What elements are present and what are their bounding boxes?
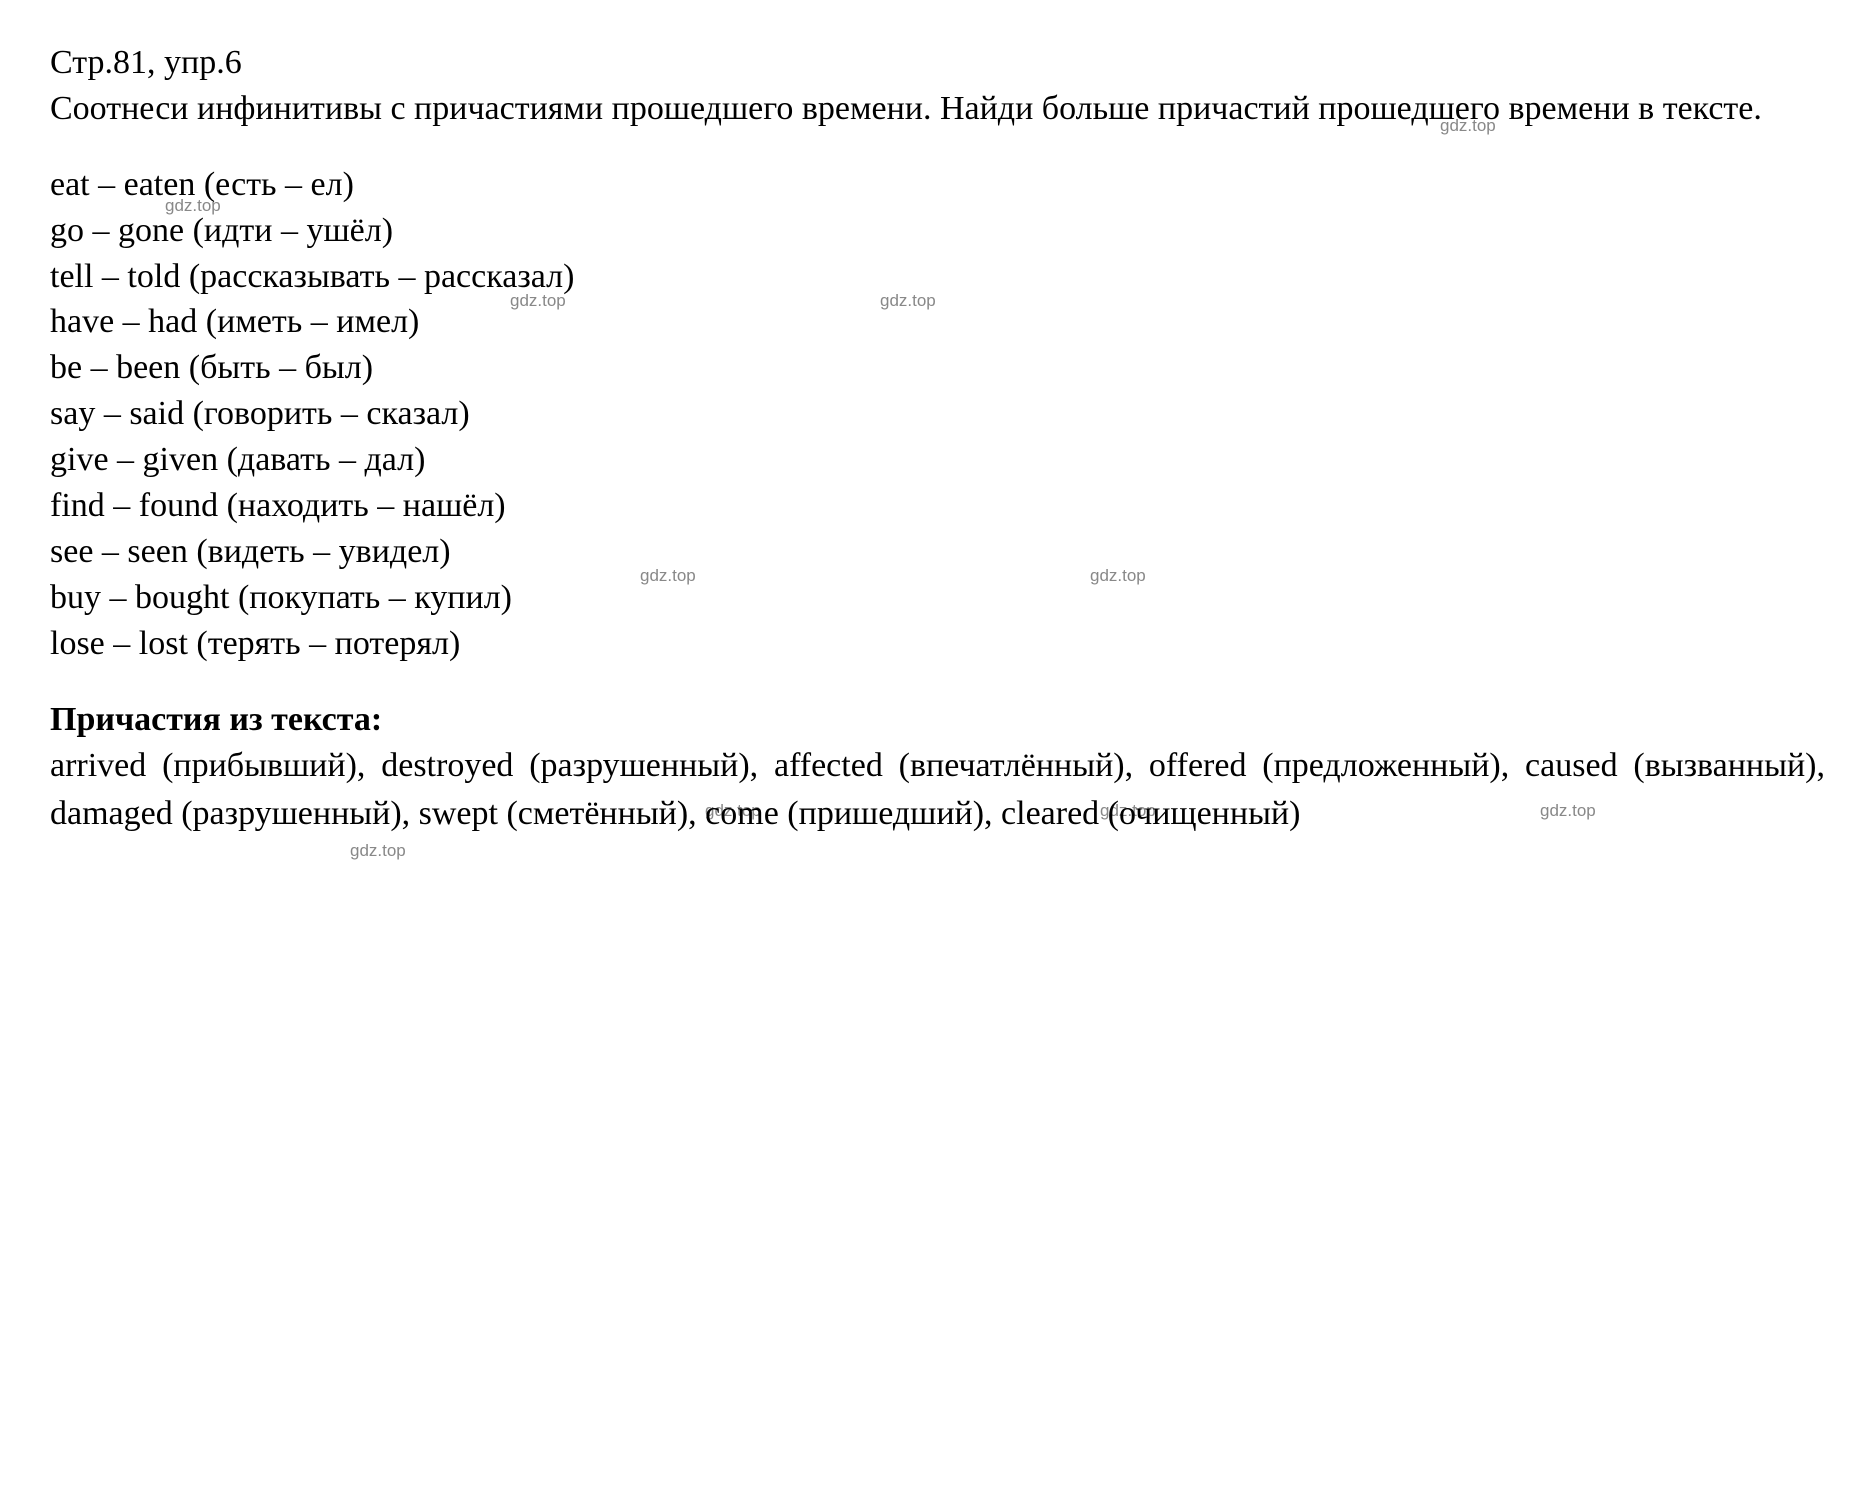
participles-text: arrived (прибывший), destroyed (разрушен… — [50, 742, 1825, 837]
verb-line: go – gone (идти – ушёл) — [50, 208, 1825, 254]
verb-line: give – given (давать – дал) — [50, 437, 1825, 483]
section-title: Причастия из текста: — [50, 697, 1825, 743]
verb-line: eat – eaten (есть – ел) — [50, 162, 1825, 208]
verb-list: eat – eaten (есть – ел)go – gone (идти –… — [50, 162, 1825, 667]
watermark: gdz.top — [350, 840, 406, 863]
verb-line: be – been (быть – был) — [50, 345, 1825, 391]
verb-line: tell – told (рассказывать – рассказал) — [50, 254, 1825, 300]
verb-line: have – had (иметь – имел) — [50, 299, 1825, 345]
verb-line: lose – lost (терять – потерял) — [50, 621, 1825, 667]
intro-text: Соотнеси инфинитивы с причастиями прошед… — [50, 86, 1825, 132]
verb-line: buy – bought (покупать – купил) — [50, 575, 1825, 621]
page-header: Стр.81, упр.6 — [50, 40, 1825, 86]
verb-line: say – said (говорить – сказал) — [50, 391, 1825, 437]
verb-line: see – seen (видеть – увидел) — [50, 529, 1825, 575]
verb-line: find – found (находить – нашёл) — [50, 483, 1825, 529]
